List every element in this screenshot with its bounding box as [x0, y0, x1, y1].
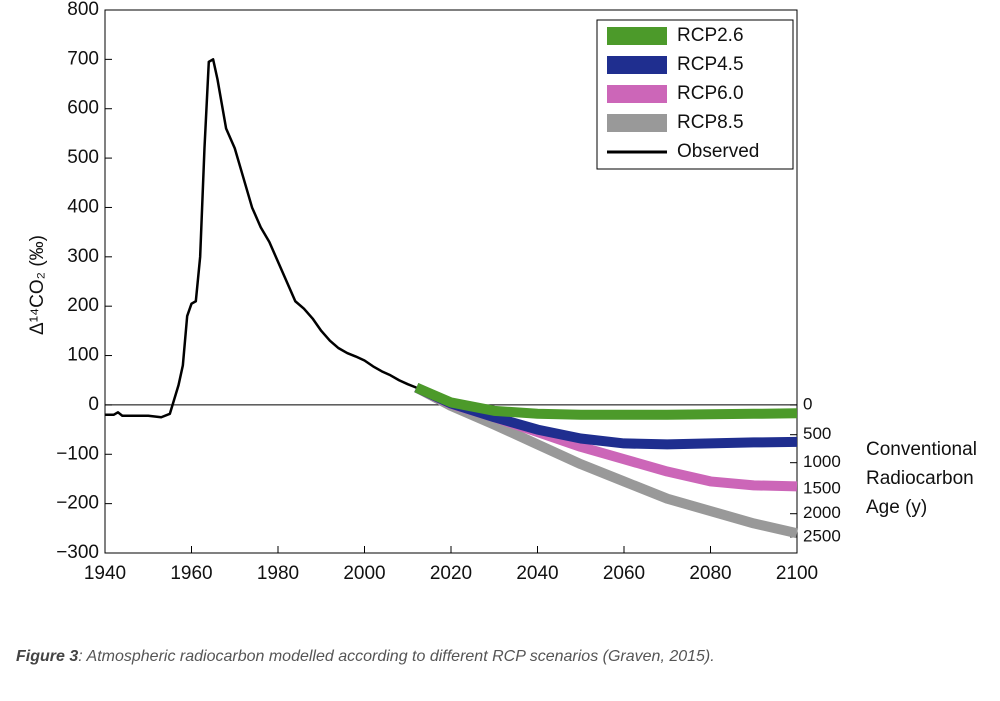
x-tick-label: 1940 — [84, 563, 126, 584]
y-tick-label: 200 — [67, 295, 99, 316]
y2-tick-label: 2000 — [803, 503, 841, 522]
x-tick-label: 1960 — [170, 563, 212, 584]
y2-axis-label: Conventional — [866, 439, 977, 460]
y-tick-label: −300 — [56, 542, 99, 563]
legend-swatch — [607, 27, 667, 45]
y2-tick-label: 0 — [803, 394, 812, 413]
x-tick-label: 2020 — [430, 563, 472, 584]
y2-axis-label: Radiocarbon — [866, 468, 974, 489]
legend-label: Observed — [677, 141, 759, 162]
x-tick-label: 1980 — [257, 563, 299, 584]
caption-text: : Atmospheric radiocarbon modelled accor… — [78, 648, 715, 665]
x-tick-label: 2000 — [343, 563, 385, 584]
y-tick-label: 700 — [67, 48, 99, 69]
y2-axis-label: Age (y) — [866, 497, 927, 518]
legend-label: RCP4.5 — [677, 54, 744, 75]
chart: Δ¹⁴CO₂ (‰) 8007006005004003002001000−100… — [27, 0, 977, 584]
y-tick-label: 800 — [67, 0, 99, 20]
x-tick-label: 2100 — [776, 563, 818, 584]
y-tick-label: 300 — [67, 246, 99, 267]
legend-label: RCP8.5 — [677, 112, 744, 133]
y2-tick-label: 2500 — [803, 526, 841, 545]
y-tick-label: 500 — [67, 147, 99, 168]
legend-label: RCP6.0 — [677, 83, 744, 104]
legend-swatch — [607, 56, 667, 74]
y2-tick-label: 1500 — [803, 478, 841, 497]
y-tick-label: −200 — [56, 493, 99, 514]
y-tick-label: 100 — [67, 345, 99, 366]
y-tick-label: 600 — [67, 98, 99, 119]
y-tick-label: 0 — [88, 394, 99, 415]
y-axis-label: Δ¹⁴CO₂ (‰) — [27, 235, 48, 335]
x-tick-label: 2040 — [516, 563, 558, 584]
y-tick-label: 400 — [67, 196, 99, 217]
caption-label: Figure 3 — [16, 648, 79, 665]
x-tick-label: 2060 — [603, 563, 645, 584]
y2-tick-label: 1000 — [803, 452, 841, 471]
observed-line — [105, 58, 417, 419]
x-tick-label: 2080 — [689, 563, 731, 584]
caption: Figure 3: Atmospheric radiocarbon modell… — [16, 648, 715, 666]
legend-swatch — [607, 85, 667, 103]
y2-tick-label: 500 — [803, 424, 831, 443]
y-tick-label: −100 — [56, 443, 99, 464]
legend-swatch — [607, 114, 667, 132]
legend-label: RCP2.6 — [677, 25, 744, 46]
scenario-band — [414, 383, 798, 420]
